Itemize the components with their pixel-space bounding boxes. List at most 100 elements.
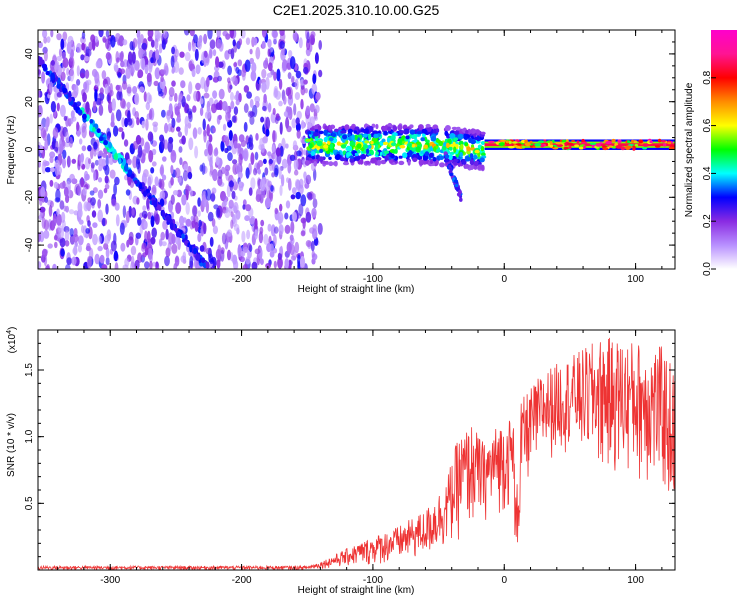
spectrogram-noise-cell <box>76 65 80 77</box>
spectrogram-noise-cell <box>86 79 92 86</box>
band-cell <box>370 140 374 145</box>
band-core-cell <box>574 144 579 147</box>
spectrogram-noise-cell <box>180 80 186 89</box>
spectrogram-noise-cell <box>302 149 307 156</box>
spectrogram-noise-cell <box>233 223 240 232</box>
band-cell <box>422 132 426 138</box>
band-cell <box>307 131 312 135</box>
spectrogram-noise-cell <box>271 172 275 178</box>
spectrogram-noise-cell <box>255 188 262 201</box>
spectrogram-noise-cell <box>62 149 67 159</box>
spectrogram-noise-cell <box>58 227 65 239</box>
band-core-cell <box>568 146 572 149</box>
band-cell <box>347 128 353 134</box>
spectrogram-noise-cell <box>159 198 165 207</box>
band-cell <box>464 142 469 147</box>
spectrogram-noise-cell <box>191 69 196 78</box>
band-cell <box>460 143 464 150</box>
spectrogram-noise-cell <box>85 101 90 113</box>
spectrogram-noise-cell <box>312 73 317 85</box>
snr-x-label: Height of straight line (km) <box>298 585 415 596</box>
spectrogram-noise-cell <box>49 179 54 187</box>
spectrogram-noise-cell <box>49 151 56 159</box>
spectrogram-noise-cell <box>279 30 285 36</box>
spectrogram-noise-cell <box>97 209 103 223</box>
spectrogram-noise-cell <box>73 227 78 238</box>
spectrogram-noise-cell <box>80 54 85 61</box>
spectrogram-noise-cell <box>158 91 164 97</box>
spectrogram-noise-cell <box>259 258 264 266</box>
band-cell <box>439 162 445 168</box>
spectrogram-noise-cell <box>73 245 78 256</box>
band-core-cell <box>524 142 531 147</box>
spectrogram-noise-cell <box>170 176 174 186</box>
spectrogram-noise-cell <box>203 92 210 99</box>
spectrogram-noise-cell <box>111 198 117 207</box>
spectrogram-noise-cell <box>105 257 110 266</box>
band-core-cell <box>605 141 612 145</box>
spectrogram-noise-cell <box>59 237 66 248</box>
spectrogram-noise-cell <box>150 39 155 48</box>
spectrogram-noise-cell <box>144 247 149 256</box>
spectrogram-noise-cell <box>146 72 152 83</box>
spectrogram-noise-cell <box>130 245 137 256</box>
band-cell <box>356 149 361 154</box>
spectrogram-noise-cell <box>63 115 68 121</box>
band-core-cell <box>507 145 515 149</box>
snr-multiplier-close: ) <box>7 327 18 330</box>
spectrogram-noise-cell <box>203 33 208 45</box>
band-cell <box>399 144 406 149</box>
spectrogram-noise-cell <box>79 153 84 166</box>
spectrogram-noise-cell <box>128 231 134 241</box>
spectrogram-noise-cell <box>300 98 304 110</box>
spectrogram-noise-cell <box>137 144 143 158</box>
spectrogram-noise-cell <box>298 203 304 217</box>
spectrogram-noise-cell <box>222 30 228 37</box>
spectrogram-noise-cell <box>69 117 74 125</box>
spectrogram-noise-cell <box>245 204 252 212</box>
band-cell <box>309 127 315 131</box>
spectrogram-noise-cell <box>285 143 289 149</box>
band-core-cell <box>540 144 544 148</box>
band-core-cell <box>654 145 661 148</box>
spectrogram-noise-cell <box>116 57 120 63</box>
spectrogram-noise-cell <box>143 220 148 230</box>
spectrogram-noise-cell <box>209 236 214 247</box>
band-cell <box>340 130 347 134</box>
spectrogram-noise-cell <box>156 32 162 39</box>
spectrogram-noise-cell <box>94 159 99 166</box>
band-cell <box>318 130 324 135</box>
spectrogram-y-label: Frequency (Hz) <box>6 116 17 185</box>
spectrogram-noise-cell <box>154 176 159 187</box>
spectrogram-noise-cell <box>151 148 157 156</box>
spectrogram-noise-cell <box>278 166 282 180</box>
spectrogram-noise-cell <box>290 77 295 84</box>
spectrogram-noise-cell <box>174 167 181 179</box>
spectrogram-noise-cell <box>268 158 274 164</box>
spectrogram-noise-cell <box>87 220 91 227</box>
trace-cell <box>195 253 201 261</box>
band-tail-cell <box>449 172 454 177</box>
spectrogram-noise-cell <box>186 108 193 115</box>
spectrogram-noise-cell <box>162 220 168 230</box>
spectrogram-noise-cell <box>238 38 243 46</box>
spectrogram-noise-cell <box>66 67 70 76</box>
spectrogram-noise-cell <box>278 100 283 107</box>
spectrogram-noise-cell <box>91 210 97 218</box>
band-cell <box>318 156 324 162</box>
spectrogram-noise-cell <box>181 194 187 206</box>
band-tail-cell <box>453 179 459 184</box>
spectrogram-noise-cell <box>233 201 239 214</box>
spectrogram-noise-cell <box>284 258 290 269</box>
band-cell <box>323 144 329 149</box>
spectrogram-noise-cell <box>298 37 303 49</box>
spectrogram-noise-cell <box>147 30 154 39</box>
spectrogram-noise-cell <box>95 60 102 69</box>
band-cell <box>445 142 450 149</box>
spectrogram-noise-cell <box>84 173 90 181</box>
band-core-cell <box>667 141 672 145</box>
spectrogram-noise-cell <box>55 60 60 70</box>
spectrogram-noise-cell <box>273 260 277 269</box>
spectrogram-noise-cell <box>195 64 201 75</box>
spectrogram-noise-cell <box>305 174 312 185</box>
